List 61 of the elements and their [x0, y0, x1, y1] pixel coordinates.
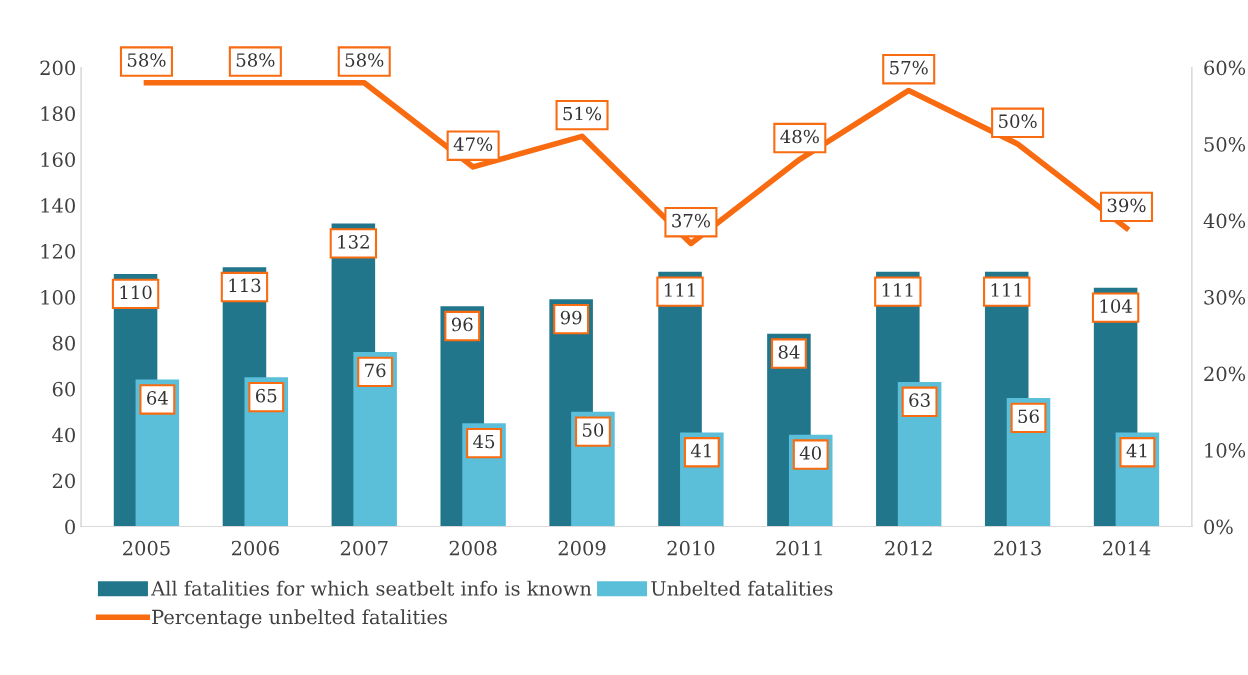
- y-tick-label: 200: [40, 60, 75, 76]
- legend-label: All fatalities for which seatbelt info is known: [151, 580, 592, 596]
- data-label: 50%: [999, 114, 1037, 128]
- data-label: 39%: [1107, 198, 1146, 213]
- y-tick-label: 160: [41, 152, 75, 167]
- data-label: 58%: [236, 53, 275, 67]
- data-label: 64: [147, 391, 168, 405]
- x-tick-label: 2012: [885, 540, 932, 556]
- data-label: 48%: [780, 129, 819, 144]
- y2-tick-label: 10%: [1205, 442, 1246, 458]
- x-tick-label: 2010: [667, 540, 715, 556]
- data-label: 111: [882, 283, 913, 297]
- data-label: 41: [1126, 443, 1147, 458]
- y-tick-label: 100: [41, 289, 75, 305]
- y-tick-label: 0: [65, 519, 75, 535]
- data-label: 40: [799, 446, 821, 460]
- x-tick-label: 2009: [558, 540, 606, 556]
- data-label: 63: [909, 393, 930, 407]
- data-label: 50: [582, 423, 604, 437]
- data-label: 51%: [563, 106, 602, 121]
- data-label: 47%: [453, 137, 493, 151]
- y-tick-label: 140: [41, 198, 75, 213]
- x-tick-label: 2005: [123, 540, 170, 556]
- y2-tick-label: 20%: [1204, 366, 1246, 382]
- data-label: 111: [665, 283, 695, 297]
- y-tick-label: 60: [52, 381, 75, 397]
- data-label: 45: [473, 434, 495, 449]
- data-label: 76: [365, 363, 386, 378]
- data-label: 111: [991, 283, 1022, 297]
- data-label: 65: [255, 388, 277, 403]
- data-label: 58%: [345, 53, 384, 67]
- y-tick-label: 180: [41, 106, 75, 122]
- y-tick-label: 40: [52, 427, 75, 443]
- data-label: 56: [1018, 409, 1039, 424]
- y2-tick-label: 60%: [1204, 60, 1246, 76]
- y2-tick-label: 40%: [1203, 213, 1246, 229]
- data-label: 110: [120, 285, 152, 300]
- data-label: 96: [451, 317, 473, 332]
- data-label: 37%: [672, 213, 710, 228]
- x-tick-label: 2007: [340, 540, 388, 556]
- x-tick-label: 2013: [994, 540, 1041, 556]
- x-tick-label: 2008: [449, 540, 497, 556]
- x-tick-label: 2014: [1103, 540, 1151, 556]
- y2-tick-label: 50%: [1204, 136, 1246, 152]
- y-tick-label: 120: [41, 244, 75, 259]
- y-tick-label: 20: [52, 473, 75, 489]
- legend-label: Unbelted fatalities: [651, 580, 833, 596]
- data-label: 104: [1100, 299, 1132, 313]
- data-label: 99: [560, 310, 582, 325]
- x-tick-label: 2011: [776, 540, 822, 556]
- legend-label: Percentage unbelted fatalities: [152, 609, 447, 629]
- data-label: 84: [778, 345, 800, 359]
- data-label: 57%: [890, 60, 928, 75]
- data-label: 132: [338, 234, 369, 249]
- data-label: 58%: [127, 53, 166, 67]
- y-tick-label: 80: [52, 335, 75, 351]
- x-tick-label: 2006: [231, 540, 279, 556]
- data-label: 41: [690, 443, 711, 458]
- y2-tick-label: 0%: [1204, 519, 1233, 535]
- data-label: 113: [229, 278, 261, 293]
- y2-tick-label: 30%: [1204, 289, 1246, 305]
